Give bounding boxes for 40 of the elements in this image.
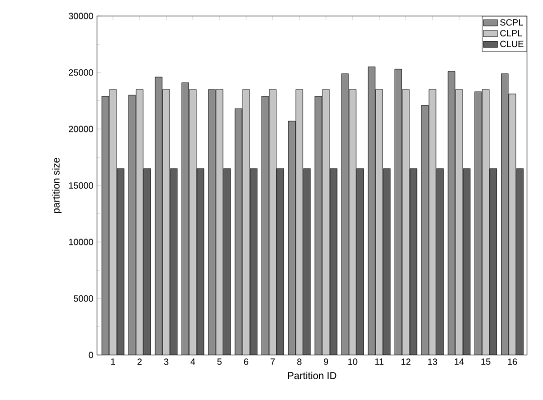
legend-label: CLUE xyxy=(500,40,524,48)
x-tick-label: 4 xyxy=(190,358,196,365)
x-tick-label: 5 xyxy=(217,358,222,365)
x-tick-label: 13 xyxy=(428,358,438,365)
bar xyxy=(482,89,490,355)
y-tick-label: 15000 xyxy=(69,182,94,189)
x-tick-label: 14 xyxy=(454,358,464,365)
x-tick-label: 3 xyxy=(164,358,168,365)
x-tick-label: 15 xyxy=(481,358,490,365)
x-tick-label: 6 xyxy=(244,358,248,365)
y-tick-label: 25000 xyxy=(68,69,94,76)
legend-label: CLPL xyxy=(500,30,522,36)
x-tick-label: 7 xyxy=(270,358,275,365)
bar xyxy=(296,89,304,355)
bar xyxy=(455,89,463,355)
bar xyxy=(348,89,356,355)
bar xyxy=(136,89,144,355)
bar xyxy=(376,89,383,355)
x-tick-label: 2 xyxy=(138,358,142,365)
x-axis-title: Partition ID xyxy=(288,372,336,380)
y-tick-label: 30000 xyxy=(68,12,94,20)
y-tick-label: 10000 xyxy=(69,238,94,246)
y-axis-title: partition size xyxy=(52,158,62,213)
x-tick-label: 16 xyxy=(508,358,517,365)
x-tick-label: 10 xyxy=(348,358,358,365)
x-tick-label: 11 xyxy=(375,358,384,365)
y-tick-label: 20000 xyxy=(68,126,94,132)
y-tick-label: 0 xyxy=(88,352,94,358)
x-tick-label: 8 xyxy=(297,358,302,365)
legend-label: SCPL xyxy=(500,19,524,26)
x-tick-label: 1 xyxy=(111,358,116,365)
bar xyxy=(242,89,250,355)
x-tick-label: 12 xyxy=(402,358,410,365)
bar xyxy=(402,89,410,355)
bar xyxy=(189,89,197,355)
bar xyxy=(162,89,170,355)
x-tick-label: 9 xyxy=(324,358,328,365)
y-tick-label: 5000 xyxy=(74,295,94,302)
bar xyxy=(508,94,516,355)
bar xyxy=(269,89,276,355)
